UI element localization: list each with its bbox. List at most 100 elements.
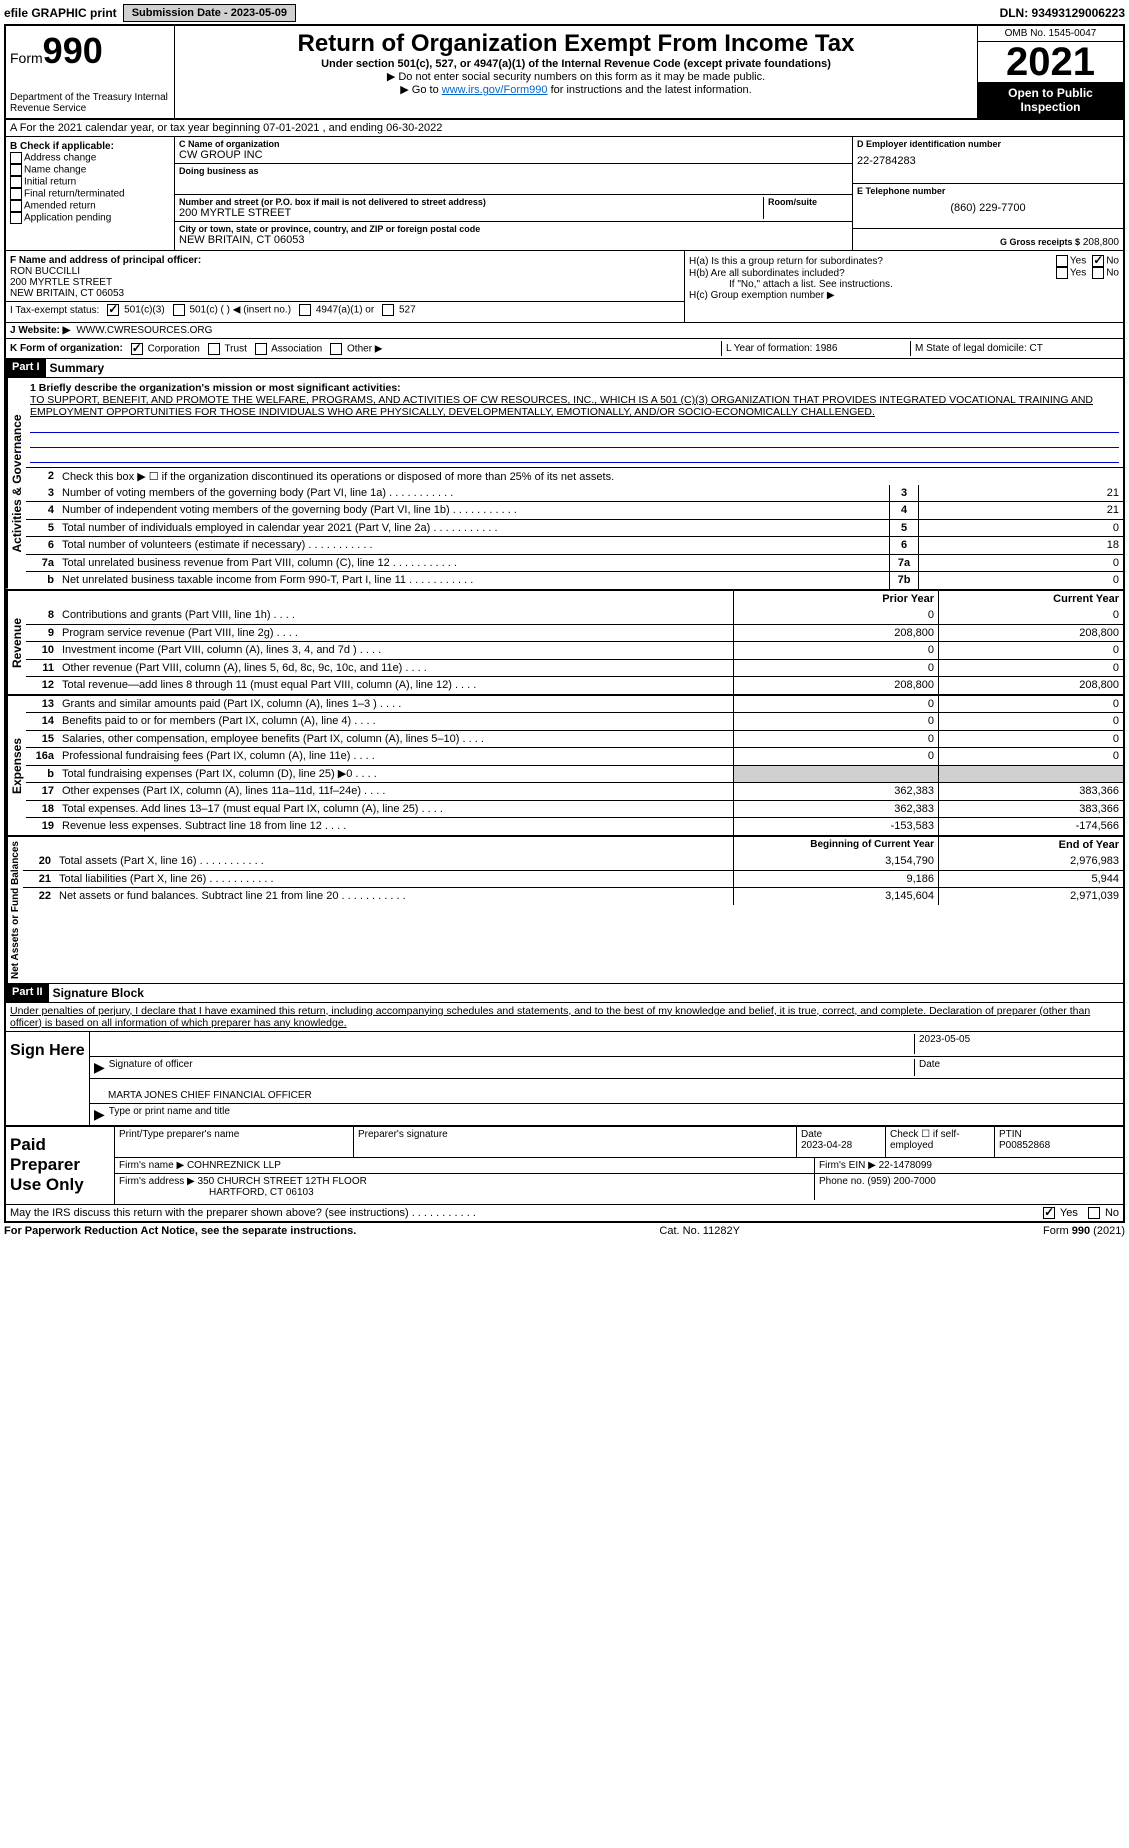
check-final[interactable]: Final return/terminated [10,188,170,200]
phone-val: (860) 229-7700 [857,196,1119,214]
prep-ptin: PTINP00852868 [995,1127,1123,1157]
check-initial-label: Initial return [24,177,76,188]
sig-officer-label: Signature of officer [105,1059,914,1076]
discuss-no[interactable]: No [1088,1207,1119,1219]
gross-box: G Gross receipts $ 208,800 [853,229,1123,250]
part2-header-row: Part II Signature Block [6,984,1123,1003]
addr-box: Number and street (or P.O. box if mail i… [175,195,852,222]
part2-title: Signature Block [49,984,148,1002]
mission-blank-1 [30,418,1119,433]
dln-label: DLN: 93493129006223 [1000,6,1125,20]
form-subtitle: Under section 501(c), 527, or 4947(a)(1)… [179,58,973,70]
org-name: CW GROUP INC [179,149,848,161]
row-k-l: K Form of organization: Corporation Trus… [6,339,1123,359]
sig-date: 2023-05-05 [914,1034,1119,1054]
firm-name: Firm's name ▶ COHNREZNICK LLP [115,1158,815,1173]
line-10: 10Investment income (Part VIII, column (… [26,641,1123,659]
discuss-row: May the IRS discuss this return with the… [6,1205,1123,1221]
officer-addr1: 200 MYRTLE STREET [10,277,680,288]
dept-label: Department of the Treasury Internal Reve… [10,92,170,114]
state-domicile: M State of legal domicile: CT [910,341,1119,356]
check-name[interactable]: Name change [10,164,170,176]
line-14: 14Benefits paid to or for members (Part … [26,712,1123,730]
check-501c3[interactable]: 501(c)(3) [107,304,164,316]
hb-no[interactable]: No [1092,267,1119,279]
check-527[interactable]: 527 [382,304,415,316]
header-right: OMB No. 1545-0047 2021 Open to Public In… [977,26,1123,118]
line-2: 2 Check this box ▶ ☐ if the organization… [26,467,1123,485]
form-number: Form990 [10,30,170,72]
sig-name-blank: MARTA JONES CHIEF FINANCIAL OFFICER [90,1079,1123,1103]
revenue-block: Revenue Prior Year Current Year 8Contrib… [6,591,1123,696]
hb-note: If "No," attach a list. See instructions… [689,279,1119,290]
prep-sig-label: Preparer's signature [354,1127,797,1157]
sign-here-label: Sign Here [6,1032,90,1125]
check-trust[interactable]: Trust [208,343,247,355]
netassets-main: Beginning of Current Year End of Year 20… [23,837,1123,983]
header-left: Form990 Department of the Treasury Inter… [6,26,175,118]
check-4947[interactable]: 4947(a)(1) or [299,304,374,316]
vert-governance: Activities & Governance [6,378,26,589]
check-501c[interactable]: 501(c) ( ) ◀ (insert no.) [173,304,291,316]
website-label: J Website: ▶ [10,325,70,336]
tax-year: 2021 [978,42,1123,82]
check-initial[interactable]: Initial return [10,176,170,188]
room-label: Room/suite [768,197,848,207]
line-15: 15Salaries, other compensation, employee… [26,730,1123,748]
preparer-fields: Print/Type preparer's name Preparer's si… [115,1127,1123,1204]
tax-status-label: I Tax-exempt status: [10,305,99,316]
note2-pre: ▶ Go to [400,84,441,96]
line-13: 13Grants and similar amounts paid (Part … [26,696,1123,713]
section-f-h: F Name and address of principal officer:… [6,251,1123,323]
check-assoc[interactable]: Association [255,343,322,355]
arrow-icon: ▶ [94,1059,105,1076]
discuss-yes[interactable]: Yes [1043,1207,1078,1219]
form-prefix: Form [10,50,43,66]
officer-addr2: NEW BRITAIN, CT 06053 [10,288,680,299]
ha-no[interactable]: No [1092,255,1119,267]
check-name-label: Name change [24,165,86,176]
col-b: B Check if applicable: Address change Na… [6,137,175,250]
row-j: J Website: ▶ WWW.CWRESOURCES.ORG [6,323,1123,339]
phone-label: E Telephone number [857,186,1119,196]
check-amended[interactable]: Amended return [10,200,170,212]
ha-yes[interactable]: Yes [1056,255,1086,267]
end-year-label: End of Year [938,837,1123,854]
form-outer: Form990 Department of the Treasury Inter… [4,24,1125,1223]
check-pending[interactable]: Application pending [10,212,170,224]
topbar: efile GRAPHIC print Submission Date - 20… [4,4,1125,22]
officer-name-title: MARTA JONES CHIEF FINANCIAL OFFICER [94,1090,312,1101]
dba-label: Doing business as [179,166,848,176]
line-12: 12Total revenue—add lines 8 through 11 (… [26,676,1123,694]
note2-post: for instructions and the latest informat… [548,84,752,96]
opt-501c: 501(c) ( ) ◀ (insert no.) [189,305,291,316]
prep-row-1: Print/Type preparer's name Preparer's si… [115,1127,1123,1158]
check-corp[interactable]: Corporation [131,343,200,355]
footer-left: For Paperwork Reduction Act Notice, see … [4,1225,356,1237]
preparer-block: Paid Preparer Use Only Print/Type prepar… [6,1127,1123,1205]
instructions-link[interactable]: www.irs.gov/Form990 [442,84,548,96]
sign-fields: 2023-05-05 ▶ Signature of officer Date M… [90,1032,1123,1125]
efile-label: efile GRAPHIC print [4,6,117,20]
check-address[interactable]: Address change [10,152,170,164]
row-i: I Tax-exempt status: 501(c)(3) 501(c) ( … [6,301,684,318]
officer-label: F Name and address of principal officer: [10,255,680,266]
sig-date-label: Date [914,1059,1119,1076]
line-2-desc: Check this box ▶ ☐ if the organization d… [60,470,1123,483]
firm-phone: Phone no. (959) 200-7000 [815,1174,1123,1200]
sig-name-row: ▶ Type or print name and title [90,1103,1123,1125]
submission-button[interactable]: Submission Date - 2023-05-09 [123,4,296,22]
mission-text: TO SUPPORT, BENEFIT, AND PROMOTE THE WEL… [30,394,1119,418]
part2-header: Part II [6,984,49,1002]
prep-name-label: Print/Type preparer's name [115,1127,354,1157]
section-b-block: B Check if applicable: Address change Na… [6,137,1123,251]
firm-addr: Firm's address ▶ 350 CHURCH STREET 12TH … [115,1174,815,1200]
line-6: 6Total number of volunteers (estimate if… [26,536,1123,554]
current-year-label: Current Year [938,591,1123,608]
hb-yes[interactable]: Yes [1056,267,1086,279]
sig-blank: 2023-05-05 [90,1032,1123,1057]
ha-label: H(a) Is this a group return for subordin… [689,256,1056,267]
form-num: 990 [43,30,103,71]
check-other[interactable]: Other ▶ [330,343,382,355]
prior-year-label: Prior Year [733,591,938,608]
